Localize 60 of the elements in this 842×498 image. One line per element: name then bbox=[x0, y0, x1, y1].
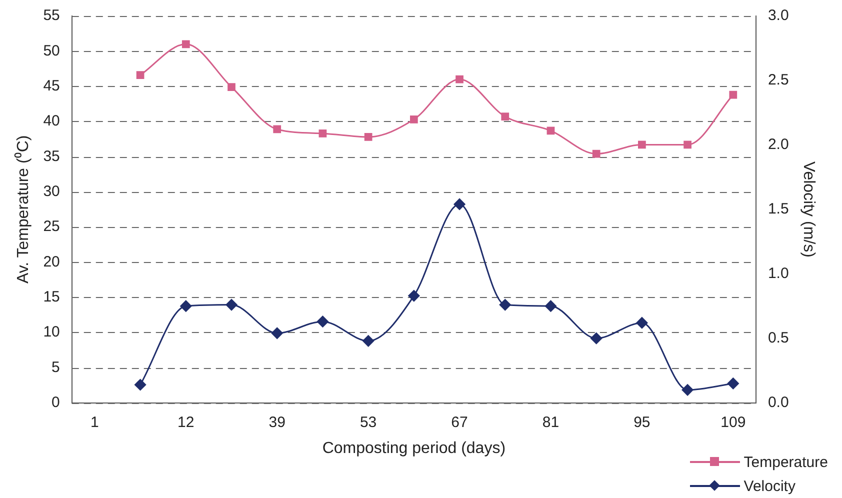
point bbox=[546, 126, 555, 135]
point bbox=[273, 125, 282, 134]
point bbox=[182, 40, 190, 48]
y-tick-label: 20 bbox=[43, 253, 60, 270]
point bbox=[682, 384, 694, 396]
x-tick-label: 81 bbox=[542, 414, 560, 431]
point bbox=[499, 299, 511, 311]
x-tick-label: 53 bbox=[360, 414, 377, 431]
legend-label: Velocity bbox=[744, 478, 796, 494]
y2-tick-label: 2.0 bbox=[768, 136, 789, 154]
point bbox=[684, 140, 692, 149]
point bbox=[638, 140, 646, 149]
x-tick-label: 12 bbox=[178, 414, 194, 431]
y-tick-label: 30 bbox=[43, 182, 60, 200]
point bbox=[544, 300, 556, 312]
point bbox=[318, 130, 327, 138]
y2-tick-label: 2.5 bbox=[768, 72, 789, 89]
x-tick-label: 95 bbox=[634, 414, 650, 431]
point bbox=[180, 300, 192, 312]
y-tick-label: 15 bbox=[43, 288, 60, 306]
point bbox=[228, 83, 236, 91]
y2-tick-label: 0.0 bbox=[768, 394, 789, 411]
y-tick-label: 40 bbox=[43, 112, 60, 130]
point bbox=[364, 133, 372, 141]
y-tick-label: 35 bbox=[43, 148, 60, 165]
point bbox=[316, 316, 328, 328]
point bbox=[408, 290, 420, 302]
y-tick-label: 25 bbox=[43, 218, 60, 236]
y-tick-label: 0 bbox=[52, 394, 60, 411]
x-tick-label: 67 bbox=[451, 414, 468, 431]
x-axis-title: Composting period (days) bbox=[322, 440, 506, 457]
y-tick-label: 50 bbox=[43, 42, 60, 60]
point bbox=[362, 335, 374, 347]
point bbox=[727, 378, 739, 390]
y2-tick-label: 1.0 bbox=[768, 265, 789, 282]
y-axis-title: Av. Temperature (⁰C) bbox=[14, 135, 32, 284]
y2-tick-label: 3.0 bbox=[768, 7, 789, 24]
point bbox=[134, 379, 146, 390]
y2-tick-label: 1.5 bbox=[768, 200, 789, 218]
y-tick-label: 55 bbox=[43, 7, 60, 24]
point bbox=[729, 90, 738, 99]
y2-tick-label: 0.5 bbox=[768, 329, 789, 346]
x-tick-label: 109 bbox=[720, 414, 746, 431]
y-tick-label: 10 bbox=[43, 324, 60, 341]
point bbox=[226, 299, 238, 311]
point bbox=[271, 327, 283, 339]
x-tick-label: 39 bbox=[268, 414, 286, 431]
point bbox=[456, 75, 464, 84]
y2-axis-title: Velocity (m/s) bbox=[800, 161, 817, 258]
x-tick-label: 1 bbox=[90, 414, 99, 431]
point bbox=[592, 150, 600, 158]
y-tick-label: 45 bbox=[43, 77, 60, 94]
point bbox=[136, 71, 144, 80]
point bbox=[636, 317, 648, 329]
legend-label: Temperature bbox=[744, 454, 828, 470]
point bbox=[454, 198, 466, 210]
point bbox=[501, 112, 510, 120]
point bbox=[410, 115, 418, 124]
point bbox=[590, 332, 602, 344]
y-tick-label: 5 bbox=[52, 358, 60, 376]
